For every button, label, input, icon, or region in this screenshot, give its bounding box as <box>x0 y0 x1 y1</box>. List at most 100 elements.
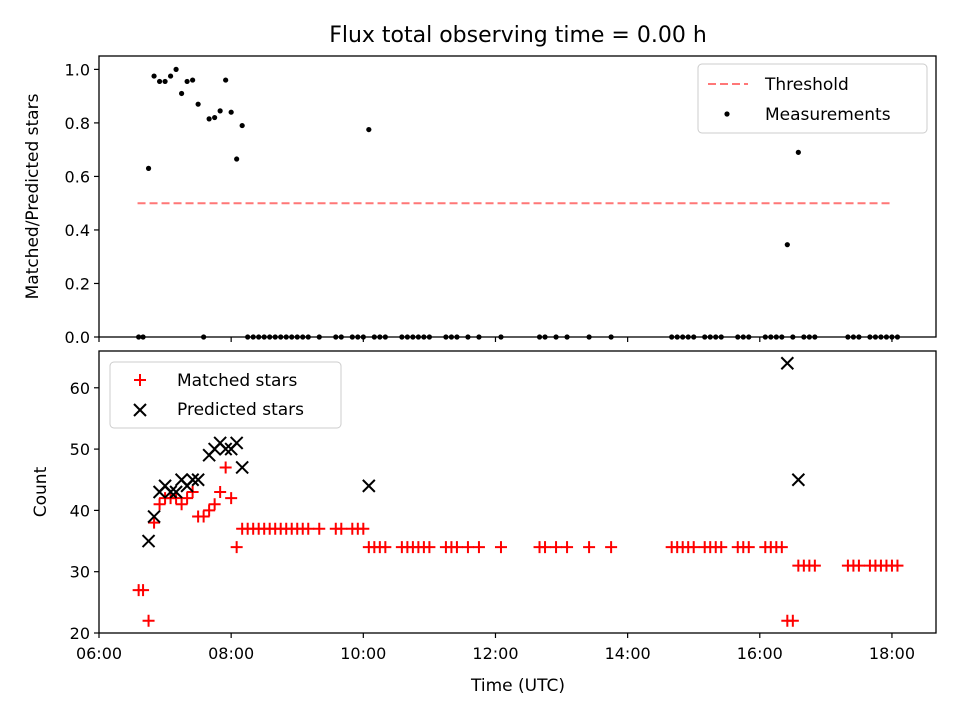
matched-star-point <box>203 504 216 517</box>
bottom-plot-panel: 20 30 40 50 60 06:00 08:00 10:00 12:00 14:00 16:0… <box>31 350 937 696</box>
matched-star-point <box>423 541 436 554</box>
bottom-legend-matched-swatch <box>134 374 146 386</box>
bottom-x-tick-label: 10:00 <box>340 644 386 663</box>
matched-star-point <box>214 486 227 498</box>
top-y-tick-label: 0.2 <box>65 274 90 293</box>
matched-star-point <box>891 559 904 572</box>
matched-star-point <box>219 461 232 474</box>
top-legend-box <box>697 63 928 134</box>
matched-star-point <box>208 498 221 511</box>
predicted-star-point <box>235 460 249 475</box>
measurement-point <box>223 77 229 83</box>
bottom-y-axis-label: Count <box>31 466 51 517</box>
predicted-star-point <box>191 473 205 487</box>
measurement-point <box>173 66 179 72</box>
measurement-point <box>228 109 234 115</box>
matched-star-point <box>148 516 161 529</box>
matched-star-point <box>197 510 210 523</box>
bottom-y-tick-label: 40 <box>70 501 90 520</box>
matched-star-point <box>450 541 463 554</box>
predicted-star-point <box>362 479 376 493</box>
matched-star-point <box>715 541 728 554</box>
matched-star-point <box>181 492 194 505</box>
measurement-point <box>190 77 196 83</box>
bottom-legend-predicted-label: Predicted stars <box>177 400 304 420</box>
bottom-x-tick-label: 06:00 <box>76 644 122 663</box>
predicted-star-point <box>791 473 806 487</box>
measurement-point <box>184 78 190 85</box>
measurement-point <box>784 242 790 248</box>
bottom-plot-frame <box>98 350 937 634</box>
matched-star-point <box>335 522 348 535</box>
top-plot-frame <box>98 55 937 338</box>
top-legend-threshold-label: Threshold <box>764 75 849 95</box>
matched-star-point <box>539 541 552 554</box>
bottom-y-tick-label: 50 <box>70 440 90 459</box>
bottom-legend: Matched stars Predicted stars <box>109 361 342 429</box>
top-y-axis: 0.0 0.2 0.4 0.6 0.8 1.0 <box>65 60 99 347</box>
top-legend-measurements-swatch <box>724 111 730 117</box>
matched-star-point <box>225 492 238 505</box>
bottom-x-tick-label: 16:00 <box>737 644 783 663</box>
matched-star-point <box>583 541 596 554</box>
bottom-y-tick-label: 60 <box>70 379 90 398</box>
bottom-y-axis: 20 30 40 50 60 <box>70 379 99 643</box>
top-y-tick-label: 0.4 <box>65 221 90 240</box>
measurement-point <box>234 156 240 162</box>
matched-star-point <box>461 541 474 554</box>
matched-star-point <box>742 541 755 554</box>
measurement-point <box>795 149 801 155</box>
measurement-point <box>239 122 245 129</box>
bottom-legend-box <box>109 361 342 429</box>
predicted-star-point <box>218 442 233 456</box>
top-legend: Threshold Measurements <box>697 63 928 134</box>
matched-star-point <box>561 541 574 554</box>
matched-star-point <box>494 541 507 554</box>
top-y-axis-label: Matched/Predicted stars <box>23 93 43 299</box>
matched-star-point <box>175 498 188 511</box>
bottom-x-axis: 06:00 08:00 10:00 12:00 14:00 16:00 18:00 <box>76 633 915 663</box>
top-y-tick-label: 0.6 <box>65 167 90 186</box>
top-y-tick-label: 1.0 <box>65 60 90 79</box>
matched-star-point <box>313 522 326 535</box>
bottom-x-tick-label: 08:00 <box>208 644 254 663</box>
bottom-x-tick-label: 18:00 <box>869 644 915 663</box>
matched-star-point <box>142 614 155 627</box>
bottom-y-tick-label: 30 <box>70 563 90 582</box>
predicted-star-point <box>169 485 183 499</box>
top-x-axis-ticks <box>98 337 893 342</box>
matched-star-point <box>472 541 485 554</box>
bottom-legend-predicted-swatch <box>133 403 147 417</box>
measurement-point <box>195 101 201 107</box>
matched-star-point <box>808 559 821 572</box>
top-y-tick-label: 0.0 <box>65 328 90 347</box>
predicted-star-point <box>163 485 178 499</box>
top-chart-title: Flux total observing time = 0.00 h <box>329 23 707 48</box>
bottom-plot-marks <box>132 356 904 627</box>
measurement-point <box>212 114 218 121</box>
matched-star-point <box>230 541 243 554</box>
matched-star-point <box>357 522 370 535</box>
measurement-point <box>162 78 168 85</box>
matched-star-point <box>302 522 315 535</box>
measurement-point <box>151 73 157 79</box>
predicted-star-point <box>147 509 161 524</box>
matched-star-point <box>852 559 865 572</box>
matched-star-point <box>137 584 150 597</box>
measurement-point <box>217 108 223 114</box>
measurement-point <box>167 73 174 79</box>
top-plot-panel: 0.0 0.2 0.4 0.6 0.8 1.0 Matched/Predicted sta… <box>23 55 937 347</box>
predicted-star-point <box>780 356 795 370</box>
matched-star-point <box>379 541 392 554</box>
predicted-star-point <box>229 436 244 450</box>
measurement-point <box>156 78 163 85</box>
measurement-point <box>178 90 185 97</box>
bottom-legend-matched-label: Matched stars <box>177 371 297 391</box>
measurement-point <box>206 116 212 122</box>
predicted-star-point <box>141 534 156 548</box>
predicted-star-point <box>185 473 200 487</box>
top-legend-measurements-label: Measurements <box>765 105 891 125</box>
matched-star-point <box>687 541 700 554</box>
measurement-point <box>145 165 152 171</box>
